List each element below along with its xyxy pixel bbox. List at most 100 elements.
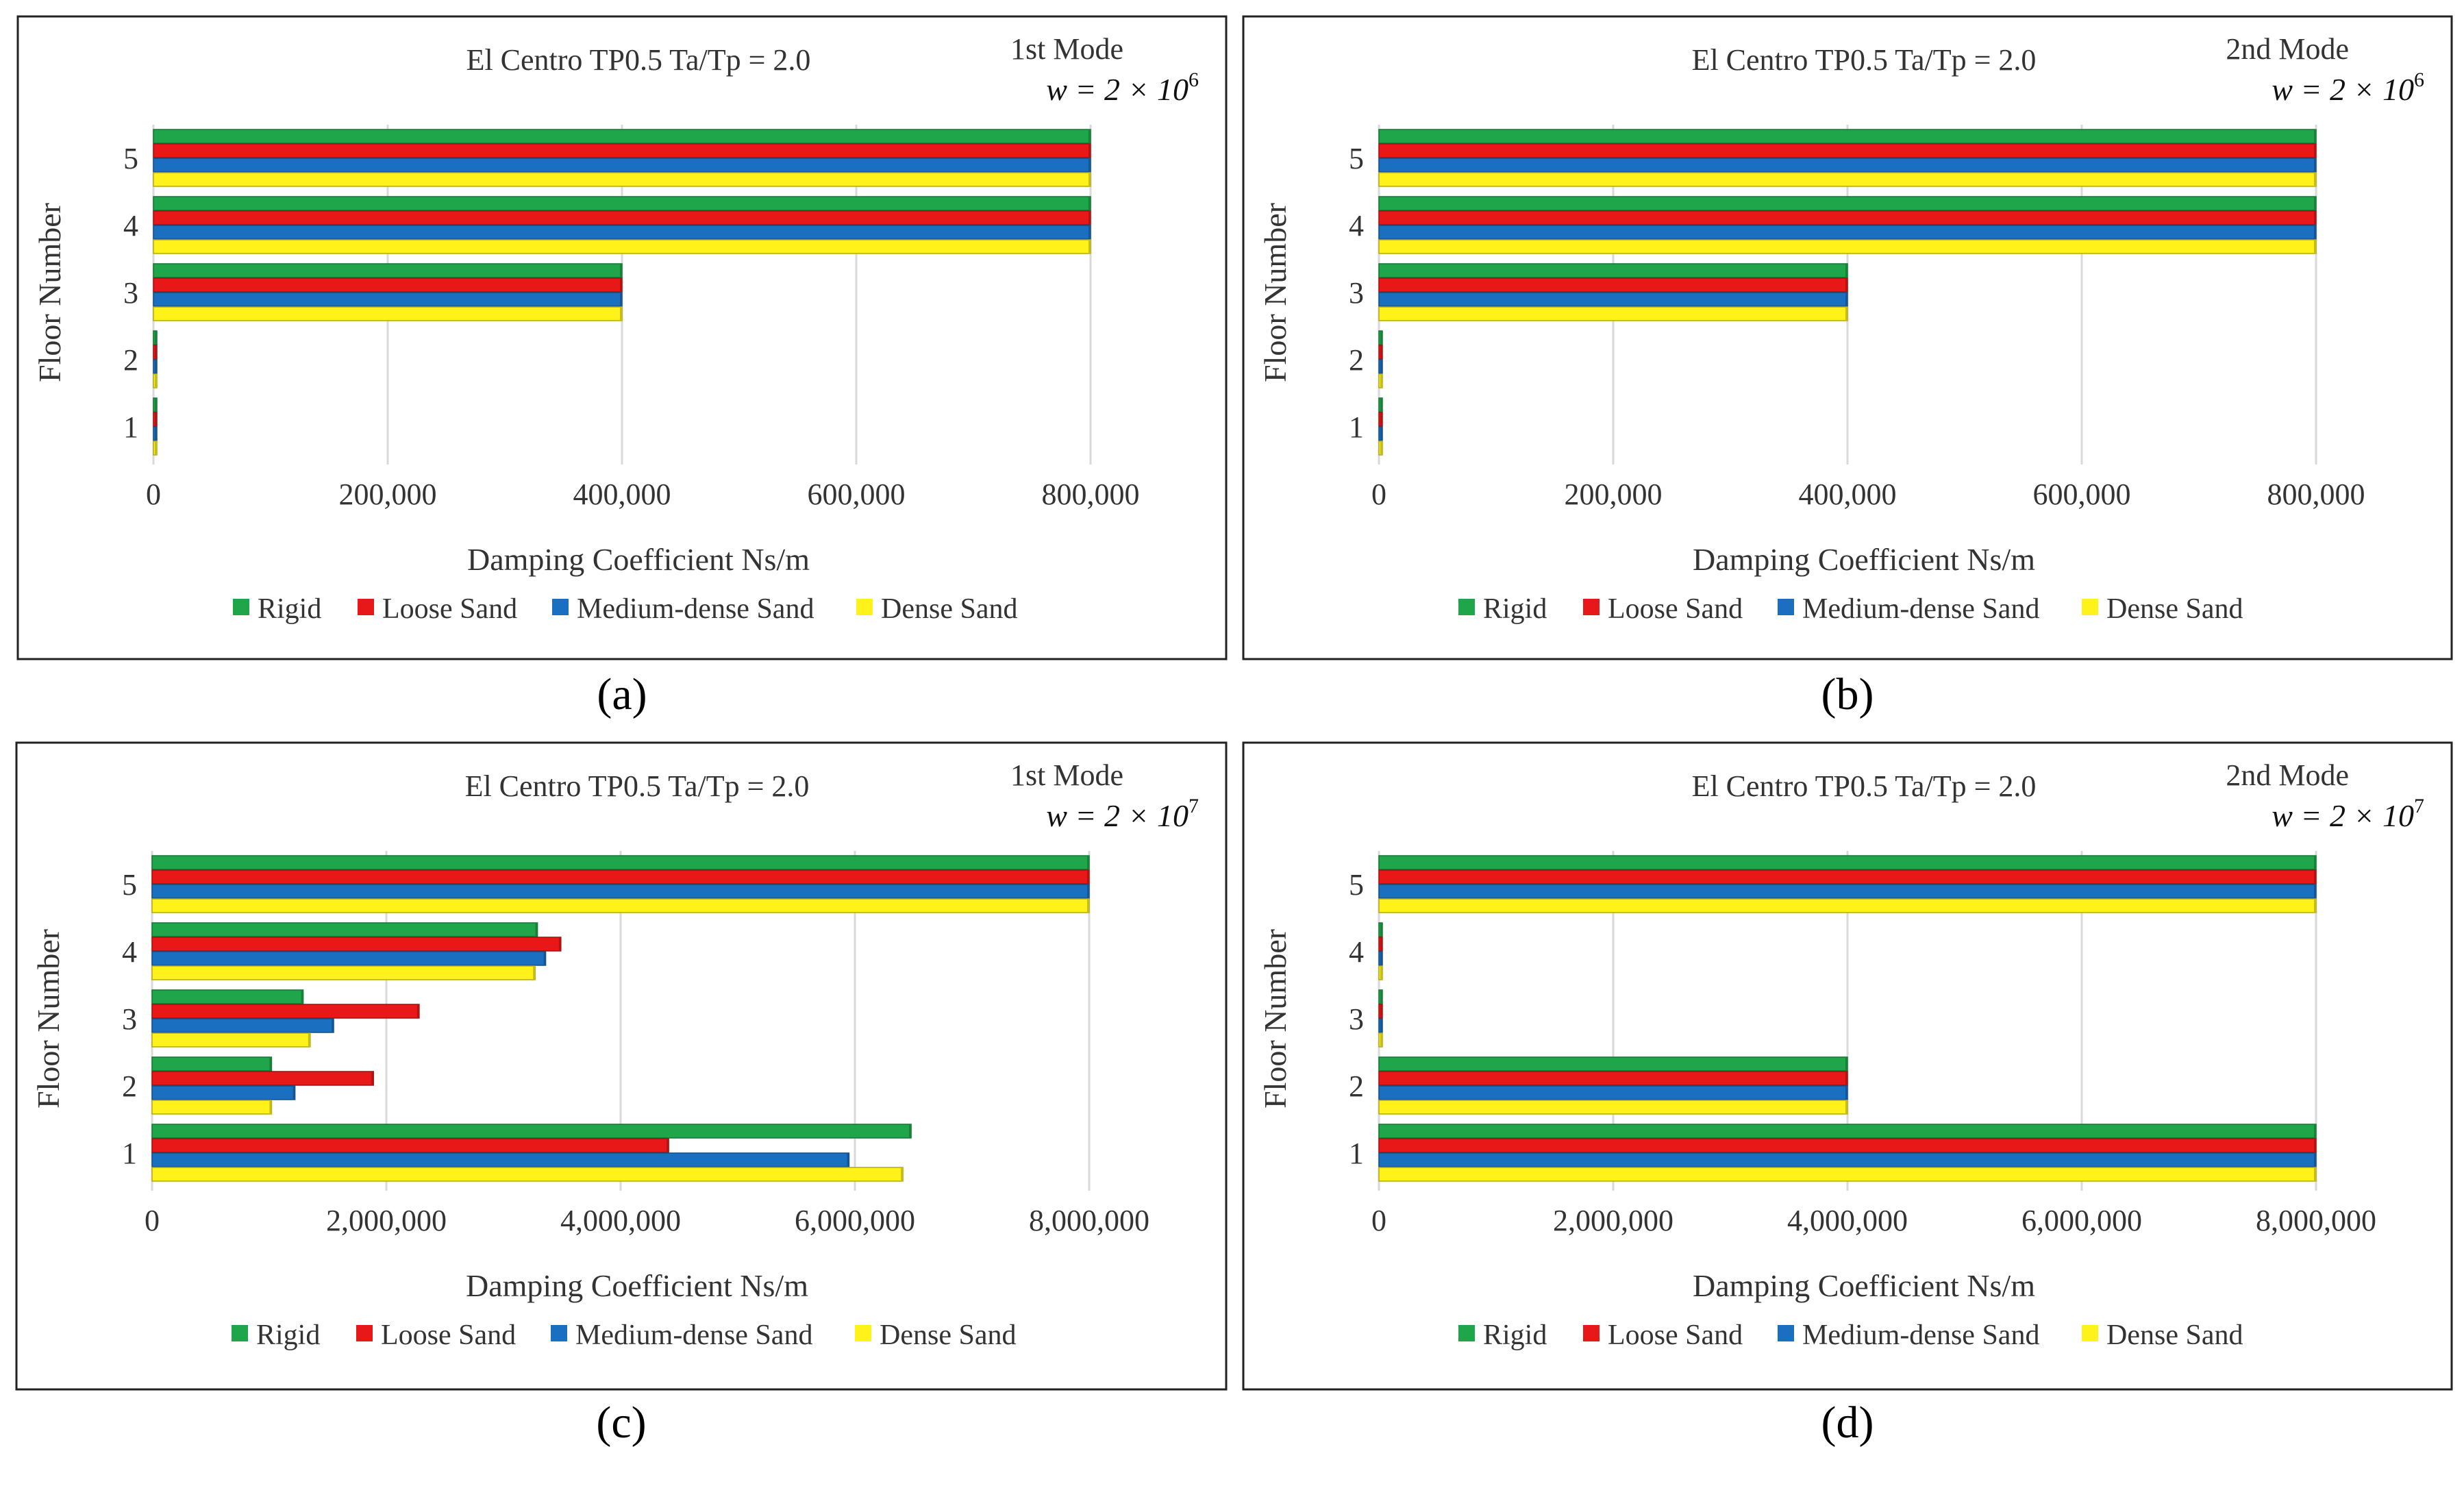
y-tick-label: 4 — [1349, 209, 1364, 243]
mode-label: 1st Mode — [1010, 758, 1123, 792]
legend-label: Rigid — [1483, 1320, 1547, 1351]
x-tick-label: 0 — [1371, 1204, 1386, 1237]
legend-swatch-loose-sand — [358, 599, 374, 615]
bar-depth-edge — [1088, 197, 1091, 210]
bar-depth-edge — [1380, 412, 1382, 426]
w-annotation: w = 2 × 107 — [1046, 795, 1199, 833]
x-tick-label: 2,000,000 — [1553, 1204, 1673, 1237]
bar-depth-edge — [2314, 240, 2316, 253]
x-axis-label: Damping Coefficient Ns/m — [1693, 1268, 2035, 1303]
x-tick-label: 4,000,000 — [1787, 1204, 1908, 1237]
w-annotation: w = 2 × 106 — [2272, 69, 2424, 107]
bar-rigid-floor-5 — [1378, 129, 2317, 144]
bar-rigid-floor-1 — [1378, 1124, 2317, 1139]
bar-dense-sand-floor-5 — [153, 172, 1091, 187]
bar-depth-edge — [1845, 1072, 1847, 1085]
legend-label: Medium-dense Sand — [1802, 593, 2039, 625]
bar-depth-edge — [155, 427, 157, 441]
x-tick-label: 400,000 — [1799, 478, 1897, 511]
bar-depth-edge — [620, 293, 622, 306]
bar-depth-edge — [1845, 307, 1847, 321]
bar-loose-sand-floor-3 — [151, 1004, 420, 1019]
bar-medium-dense-sand-floor-4 — [151, 951, 547, 966]
legend-label: Dense Sand — [880, 1320, 1016, 1351]
x-tick-label: 2,000,000 — [326, 1204, 447, 1237]
bar-depth-edge — [332, 1019, 334, 1032]
w-annotation-exponent: 6 — [1189, 69, 1199, 91]
y-tick-label: 1 — [1349, 1137, 1364, 1170]
chart-panel-4: 0 2,000,000 4,000,000 6,000,000 8,000,000 1 2 3… — [1242, 741, 2453, 1448]
y-tick-label: 1 — [122, 1137, 137, 1170]
x-tick-label: 6,000,000 — [2021, 1204, 2142, 1237]
bar-depth-edge — [2314, 884, 2316, 898]
bar-depth-edge — [1087, 899, 1089, 913]
bar-loose-sand-floor-3 — [1378, 277, 1848, 293]
chart-panel-1: 0 200,000 400,000 600,000 800,000 1 2 3 4 5 El Cen… — [16, 15, 1228, 719]
legend-label: Medium-dense Sand — [1802, 1320, 2039, 1351]
bar-medium-dense-sand-floor-5 — [151, 884, 1090, 899]
bar-medium-dense-sand-floor-4 — [1378, 225, 2317, 240]
bar-dense-sand-floor-1 — [1378, 1167, 2317, 1182]
bar-loose-sand-floor-1 — [1378, 1138, 2317, 1153]
legend-label: Medium-dense Sand — [577, 593, 814, 625]
y-tick-label: 3 — [1349, 276, 1364, 310]
bar-depth-edge — [2314, 129, 2316, 143]
y-tick-label: 1 — [123, 410, 138, 444]
bar-depth-edge — [2314, 899, 2316, 913]
panel-label: (c) — [596, 1398, 646, 1448]
y-tick-label: 5 — [1349, 142, 1364, 175]
bar-medium-dense-sand-floor-5 — [1378, 884, 2317, 899]
chart-panel-2: 0 200,000 400,000 600,000 800,000 1 2 3 4 5 El Cen… — [1242, 15, 2453, 719]
bar-depth-edge — [1845, 264, 1847, 277]
bar-loose-sand-floor-4 — [1378, 210, 2317, 225]
bar-rigid-floor-2 — [1378, 1056, 1848, 1072]
x-tick-label: 0 — [146, 478, 161, 511]
bar-depth-edge — [1088, 225, 1091, 239]
legend-label: Dense Sand — [881, 593, 1017, 625]
legend-swatch-rigid — [233, 599, 249, 615]
legend-swatch-medium-dense-sand — [1778, 1325, 1794, 1341]
chart-title: El Centro TP0.5 Ta/Tp = 2.0 — [466, 43, 811, 77]
bar-depth-edge — [1088, 173, 1091, 186]
bar-rigid-floor-5 — [153, 129, 1091, 144]
bar-depth-edge — [155, 398, 157, 412]
mode-label: 2nd Mode — [2226, 758, 2349, 792]
legend-label: Loose Sand — [382, 593, 517, 625]
bar-depth-edge — [155, 374, 157, 388]
bar-depth-edge — [533, 966, 536, 980]
bar-depth-edge — [293, 1086, 295, 1100]
x-axis-label: Damping Coefficient Ns/m — [467, 542, 810, 577]
legend-label: Loose Sand — [1608, 593, 1743, 625]
bar-dense-sand-floor-1 — [151, 1167, 904, 1182]
x-tick-label: 400,000 — [573, 478, 671, 511]
legend-swatch-dense-sand — [2082, 1325, 2098, 1341]
bar-depth-edge — [2314, 1153, 2316, 1167]
y-tick-label: 2 — [123, 343, 138, 377]
bar-depth-edge — [1380, 923, 1382, 937]
bar-depth-edge — [2314, 1167, 2316, 1181]
bar-dense-sand-floor-3 — [151, 1032, 311, 1048]
bar-dense-sand-floor-5 — [1378, 898, 2317, 913]
bar-depth-edge — [1380, 331, 1382, 345]
bar-rigid-floor-4 — [153, 196, 1091, 211]
bar-depth-edge — [1380, 441, 1382, 455]
x-axis-label: Damping Coefficient Ns/m — [466, 1268, 808, 1303]
legend-swatch-loose-sand — [356, 1325, 373, 1341]
legend-swatch-loose-sand — [1583, 599, 1600, 615]
bar-medium-dense-sand-floor-5 — [153, 158, 1091, 173]
bar-depth-edge — [667, 1139, 669, 1152]
y-tick-label: 3 — [123, 276, 138, 310]
bar-depth-edge — [155, 331, 157, 345]
y-axis-label: Floor Number — [1258, 203, 1293, 382]
bar-loose-sand-floor-5 — [151, 869, 1090, 884]
bar-depth-edge — [2314, 1139, 2316, 1152]
bar-depth-edge — [2314, 144, 2316, 158]
panel-label: (a) — [597, 669, 647, 719]
x-tick-label: 6,000,000 — [795, 1204, 915, 1237]
bar-depth-edge — [1088, 158, 1091, 172]
bar-rigid-floor-4 — [151, 922, 538, 937]
bar-depth-edge — [155, 345, 157, 359]
bar-depth-edge — [1845, 1100, 1847, 1114]
bar-depth-edge — [1380, 937, 1382, 951]
bar-dense-sand-floor-5 — [151, 898, 1090, 913]
